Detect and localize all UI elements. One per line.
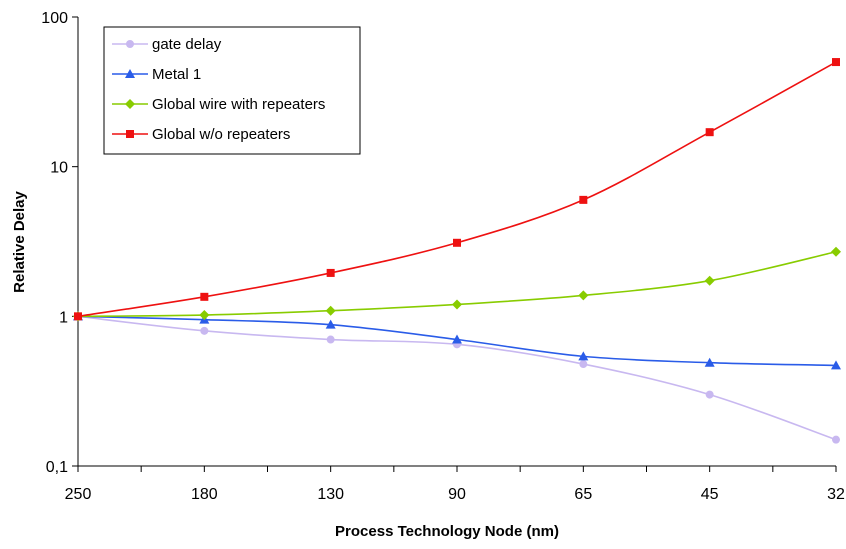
x-tick-label: 45 [701,486,719,503]
data-point [578,351,589,361]
legend-marker [125,69,135,78]
data-point [199,310,210,321]
data-point [704,275,715,286]
y-tick-label: 0,1 [46,459,68,476]
data-point [832,58,840,67]
y-axis-title: Relative Delay [11,190,28,292]
legend-marker [125,99,135,109]
legend-item: gate delay [112,36,222,53]
data-point [326,335,335,344]
data-point [325,319,336,329]
series-gate-delay [74,312,840,444]
data-point [453,238,461,247]
x-tick-label: 32 [827,486,845,503]
data-point [578,290,589,301]
legend: gate delay Metal 1 Global wire with repeat… [103,26,361,155]
data-point [705,390,714,399]
legend-box [103,26,361,155]
data-point [325,305,336,316]
legend-item: Metal 1 [112,66,201,83]
series-global-w-o-repeaters [74,58,840,321]
data-point [705,128,714,137]
data-point [452,334,462,344]
x-axis-title: Process Technology Node (nm) [335,523,559,540]
x-tick-label: 180 [191,486,218,503]
data-point [832,435,840,444]
legend-item: Global w/o repeaters [112,126,290,143]
x-tick-label: 90 [448,486,466,503]
legend-marker [126,130,134,138]
data-point [326,268,335,277]
data-point [831,360,841,370]
legend-label: Global w/o repeaters [152,126,290,143]
data-point [74,312,82,321]
x-tick-label: 130 [317,486,344,503]
data-point [200,326,209,335]
data-point [452,299,462,310]
x-tick-label: 65 [574,486,592,503]
series-global-wire-with-repeaters [73,246,841,322]
legend-label: gate delay [152,36,222,53]
data-point [831,246,841,257]
axes: 0,1 1 10 100 250 180 130 90 65 45 32 [41,10,845,503]
data-point [200,292,209,301]
x-tick-label: 250 [65,486,92,503]
legend-label: Global wire with repeaters [152,96,325,113]
series-metal-1 [73,311,841,370]
legend-marker [126,40,134,48]
data-point [704,357,715,367]
data-point [579,195,588,204]
y-tick-label: 1 [59,309,68,326]
y-tick-label: 100 [41,10,68,27]
legend-label: Metal 1 [152,66,201,83]
y-tick-label: 10 [50,160,68,177]
legend-item: Global wire with repeaters [112,96,325,113]
series-layer [73,58,841,444]
data-point [579,360,588,369]
